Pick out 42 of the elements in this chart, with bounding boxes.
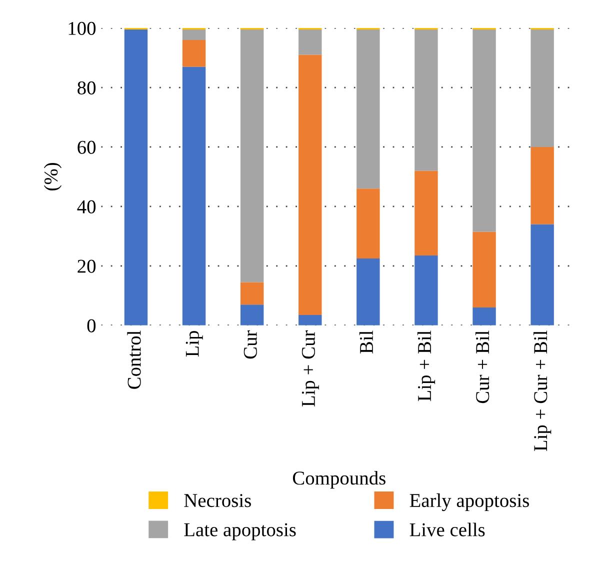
legend-label: Live cells (410, 522, 485, 536)
bar (414, 170, 438, 256)
x-tick-label: Control (127, 330, 141, 389)
y-tick-label: 60 (78, 140, 96, 154)
x-tick-label: Cur (244, 330, 257, 359)
y-tick-label: 20 (78, 260, 96, 273)
bar (414, 30, 438, 171)
y-tick-label: 80 (78, 81, 96, 94)
x-tick-label: Bil (359, 330, 373, 354)
y-tick-label: 100 (68, 22, 96, 35)
bar (124, 30, 148, 326)
x-tick-label: Lip + Cur + Bil (534, 330, 552, 451)
y-tick-label: 0 (87, 319, 96, 332)
x-tick-label: Lip + Bil (417, 330, 436, 402)
bar (182, 66, 206, 326)
bar (356, 30, 380, 189)
legend-label: Late apoptosis (184, 523, 296, 540)
bar (356, 258, 380, 326)
legend-label: Early apoptosis (410, 493, 529, 512)
bar (414, 256, 438, 326)
bar (240, 304, 264, 326)
bar (530, 146, 554, 224)
bar (472, 308, 496, 326)
x-tick-label: Lip + Cur (302, 330, 319, 407)
bar (472, 30, 496, 232)
bar (530, 224, 554, 326)
y-axis-title: (%) (44, 162, 62, 190)
x-tick-label: Cur + Bil (475, 330, 490, 404)
legend-label: Necrosis (184, 494, 251, 508)
y-tick-label: 40 (77, 200, 96, 214)
bar (356, 188, 380, 258)
bar (182, 40, 206, 67)
bar (240, 282, 264, 305)
bar (472, 232, 496, 308)
bar (298, 54, 322, 315)
bar (298, 30, 322, 55)
bar (182, 30, 206, 40)
bar (240, 30, 264, 282)
x-tick-label: Lip (186, 331, 203, 357)
bar (530, 30, 554, 147)
bar (298, 314, 322, 326)
x-axis-title: Compounds (292, 471, 386, 489)
